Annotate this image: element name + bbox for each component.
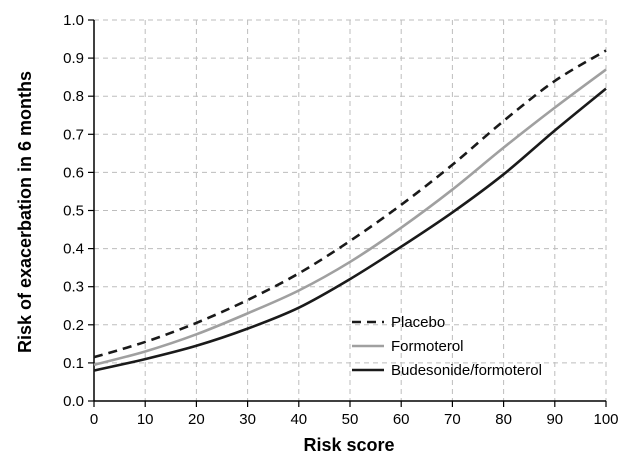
legend-label-placebo: Placebo [391, 314, 445, 331]
y-tick-label: 0.2 [63, 317, 84, 334]
y-tick-label: 0.4 [63, 241, 84, 258]
series-line-placebo [93, 49, 607, 359]
x-tick-label: 80 [495, 411, 512, 428]
x-tick-label: 40 [290, 411, 307, 428]
legend-label-budesonide-formoterol: Budesonide/formoterol [391, 362, 542, 379]
x-tick-label: 10 [137, 411, 154, 428]
x-tick-label: 30 [239, 411, 256, 428]
series-line-formoterol [93, 68, 607, 367]
x-tick-label: 100 [593, 411, 618, 428]
x-axis-title: Risk score [303, 435, 394, 455]
series-line-budesonide-formoterol [93, 87, 607, 372]
y-tick-label: 0.0 [63, 393, 84, 410]
x-tick-label: 0 [90, 411, 98, 428]
y-tick-label: 0.9 [63, 50, 84, 67]
tick-labels: 0 10 20 30 40 50 60 70 80 90 100 0.0 0.1 0.2 0.3 0.4 0.5… [63, 12, 618, 428]
y-tick-label: 0.1 [63, 355, 84, 372]
x-tick-label: 50 [342, 411, 359, 428]
y-axis-title: Risk of exacerbation in 6 months [15, 71, 35, 353]
grid [94, 19, 607, 401]
x-tick-label: 70 [444, 411, 461, 428]
x-tick-label: 60 [393, 411, 410, 428]
y-tick-label: 1.0 [63, 12, 84, 29]
x-tick-label: 90 [546, 411, 563, 428]
y-tick-label: 0.5 [63, 203, 84, 220]
legend-label-formoterol: Formoterol [391, 338, 464, 355]
y-tick-label: 0.3 [63, 279, 84, 296]
axes [88, 19, 607, 407]
y-tick-label: 0.8 [63, 88, 84, 105]
y-tick-label: 0.6 [63, 164, 84, 181]
series-lines [93, 49, 607, 372]
x-tick-label: 20 [188, 411, 205, 428]
legend: Placebo Formoterol Budesonide/formoterol [352, 314, 542, 379]
y-tick-label: 0.7 [63, 126, 84, 143]
